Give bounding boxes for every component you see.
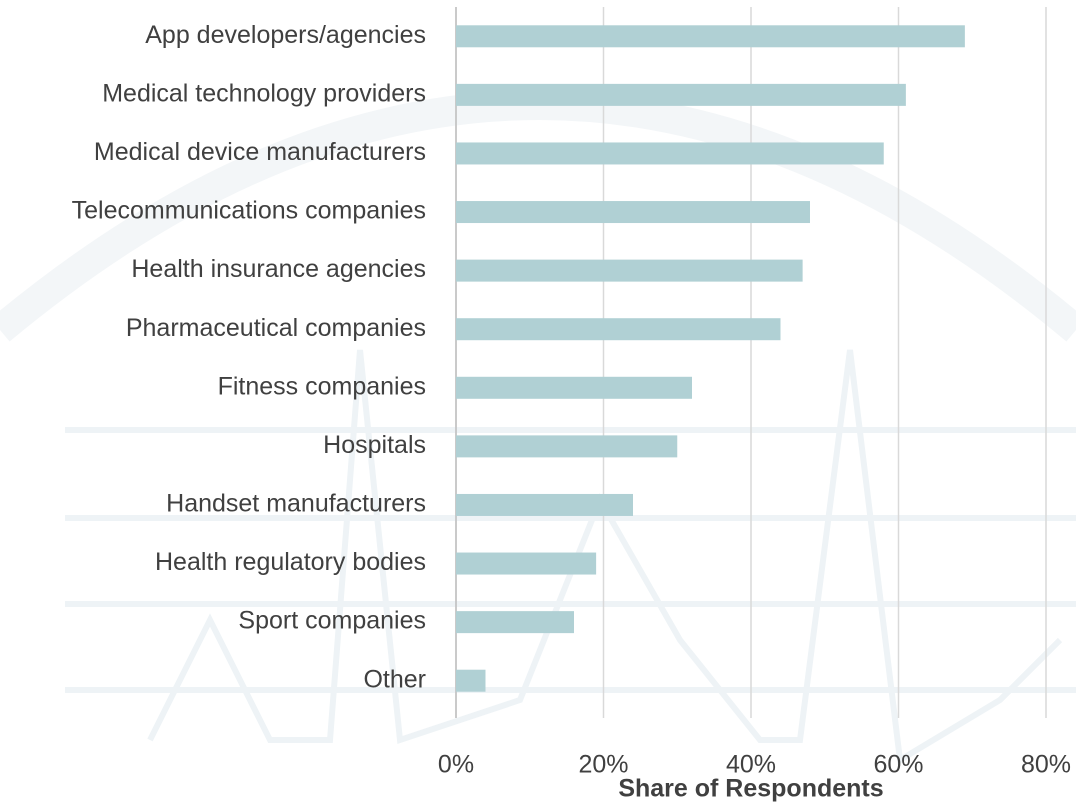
x-tick-label: 0%	[438, 751, 474, 779]
y-tick-label: Handset manufacturers	[166, 490, 426, 518]
y-tick-label: App developers/agencies	[145, 21, 426, 49]
y-tick-label: Medical technology providers	[102, 79, 426, 107]
decor-lines	[65, 427, 1076, 693]
bar	[456, 25, 965, 48]
y-tick-label: Hospitals	[323, 431, 426, 459]
bar	[456, 435, 678, 458]
y-tick-label: Medical device manufacturers	[94, 138, 426, 166]
x-axis-title: Share of Respondents	[618, 775, 883, 803]
y-tick-label: Sport companies	[238, 607, 426, 635]
y-tick-label: Health insurance agencies	[131, 255, 426, 283]
x-tick-label: 40%	[726, 751, 776, 779]
bar	[456, 376, 692, 399]
bar	[456, 259, 803, 282]
bar	[456, 552, 597, 575]
bar	[456, 318, 781, 341]
y-tick-label: Other	[363, 665, 426, 693]
x-tick-label: 80%	[1021, 751, 1071, 779]
y-tick-label: Pharmaceutical companies	[126, 314, 426, 342]
bar	[456, 611, 574, 634]
bar	[456, 493, 633, 516]
x-tick-label: 60%	[873, 751, 923, 779]
y-tick-label: Health regulatory bodies	[155, 548, 426, 576]
bar	[456, 83, 906, 106]
x-tick-label: 20%	[578, 751, 628, 779]
bar	[456, 201, 810, 224]
bar	[456, 142, 884, 165]
bar	[456, 669, 486, 692]
y-tick-label: Telecommunications companies	[72, 197, 426, 225]
y-tick-label: Fitness companies	[218, 372, 426, 400]
